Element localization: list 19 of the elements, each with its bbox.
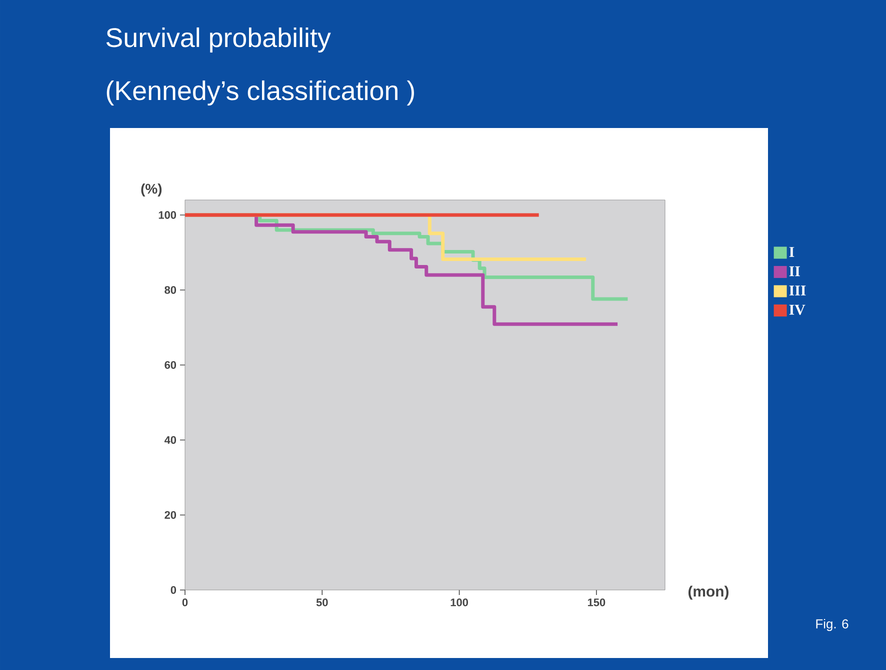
y-tick-label: 40 — [164, 436, 176, 444]
x-tick-label: 150 — [588, 598, 606, 606]
chart-subtitle: (Kennedy’s classification ) — [106, 80, 414, 106]
chart-title: Survival probability — [106, 27, 331, 53]
x-tick-label: 0 — [182, 598, 188, 606]
y-tick-label: 100 — [158, 211, 176, 219]
legend-label: III — [789, 286, 806, 296]
y-axis-title: (%) — [141, 183, 162, 196]
x-tick-label: 100 — [450, 598, 468, 606]
y-tick-label: 80 — [164, 286, 176, 294]
legend-label: I — [789, 247, 794, 257]
y-tick-label: 20 — [164, 511, 176, 519]
y-tick-label: 60 — [164, 361, 176, 369]
legend-label: II — [789, 266, 800, 276]
caption: Fig. 6 — [816, 618, 848, 632]
legend-label: IV — [789, 304, 806, 315]
y-tick-label: 0 — [170, 586, 176, 594]
x-tick-label: 50 — [316, 598, 328, 606]
x-axis-title: (mon) — [688, 586, 728, 600]
